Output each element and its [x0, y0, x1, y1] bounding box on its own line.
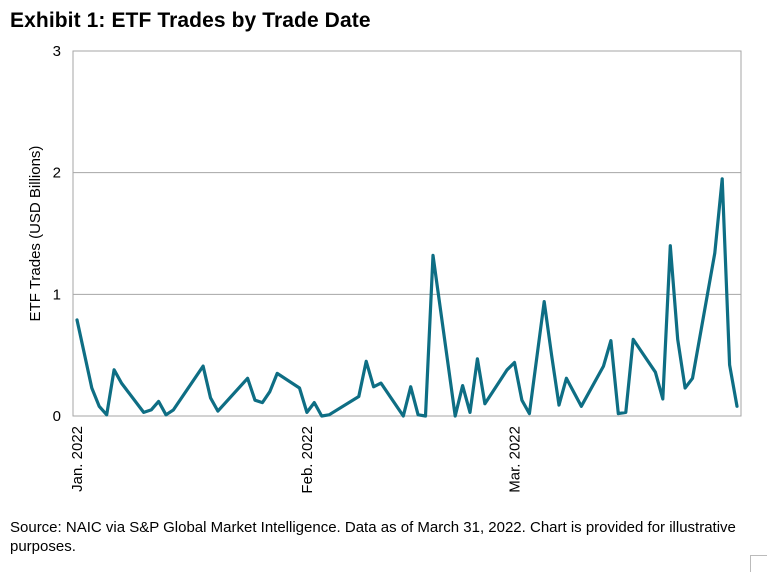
chart-title: Exhibit 1: ETF Trades by Trade Date [10, 9, 371, 32]
source-footnote: Source: NAIC via S&P Global Market Intel… [10, 519, 736, 555]
y-axis-ticks: 0 1 2 3 [53, 43, 61, 425]
x-tick-label: Mar. 2022 [507, 426, 524, 493]
series-group [75, 177, 739, 418]
line-chart: 0 1 2 3 Jan. 2022 Feb. 2022 Mar. 2022 ETF Tra… [27, 43, 742, 494]
gridlines [73, 172, 741, 295]
x-axis-ticks: Jan. 2022 Feb. 2022 Mar. 2022 [69, 426, 524, 494]
plot-area [72, 50, 742, 417]
series-line-etf-trades [75, 177, 739, 418]
y-tick-label: 3 [53, 43, 61, 60]
y-axis-label: ETF Trades (USD Billions) [27, 146, 44, 322]
x-tick-label: Jan. 2022 [69, 426, 86, 492]
x-tick-label: Feb. 2022 [299, 426, 316, 494]
resize-corner [750, 555, 767, 572]
y-tick-label: 0 [53, 408, 61, 425]
y-tick-label: 2 [53, 165, 61, 182]
y-tick-label: 1 [53, 286, 61, 303]
